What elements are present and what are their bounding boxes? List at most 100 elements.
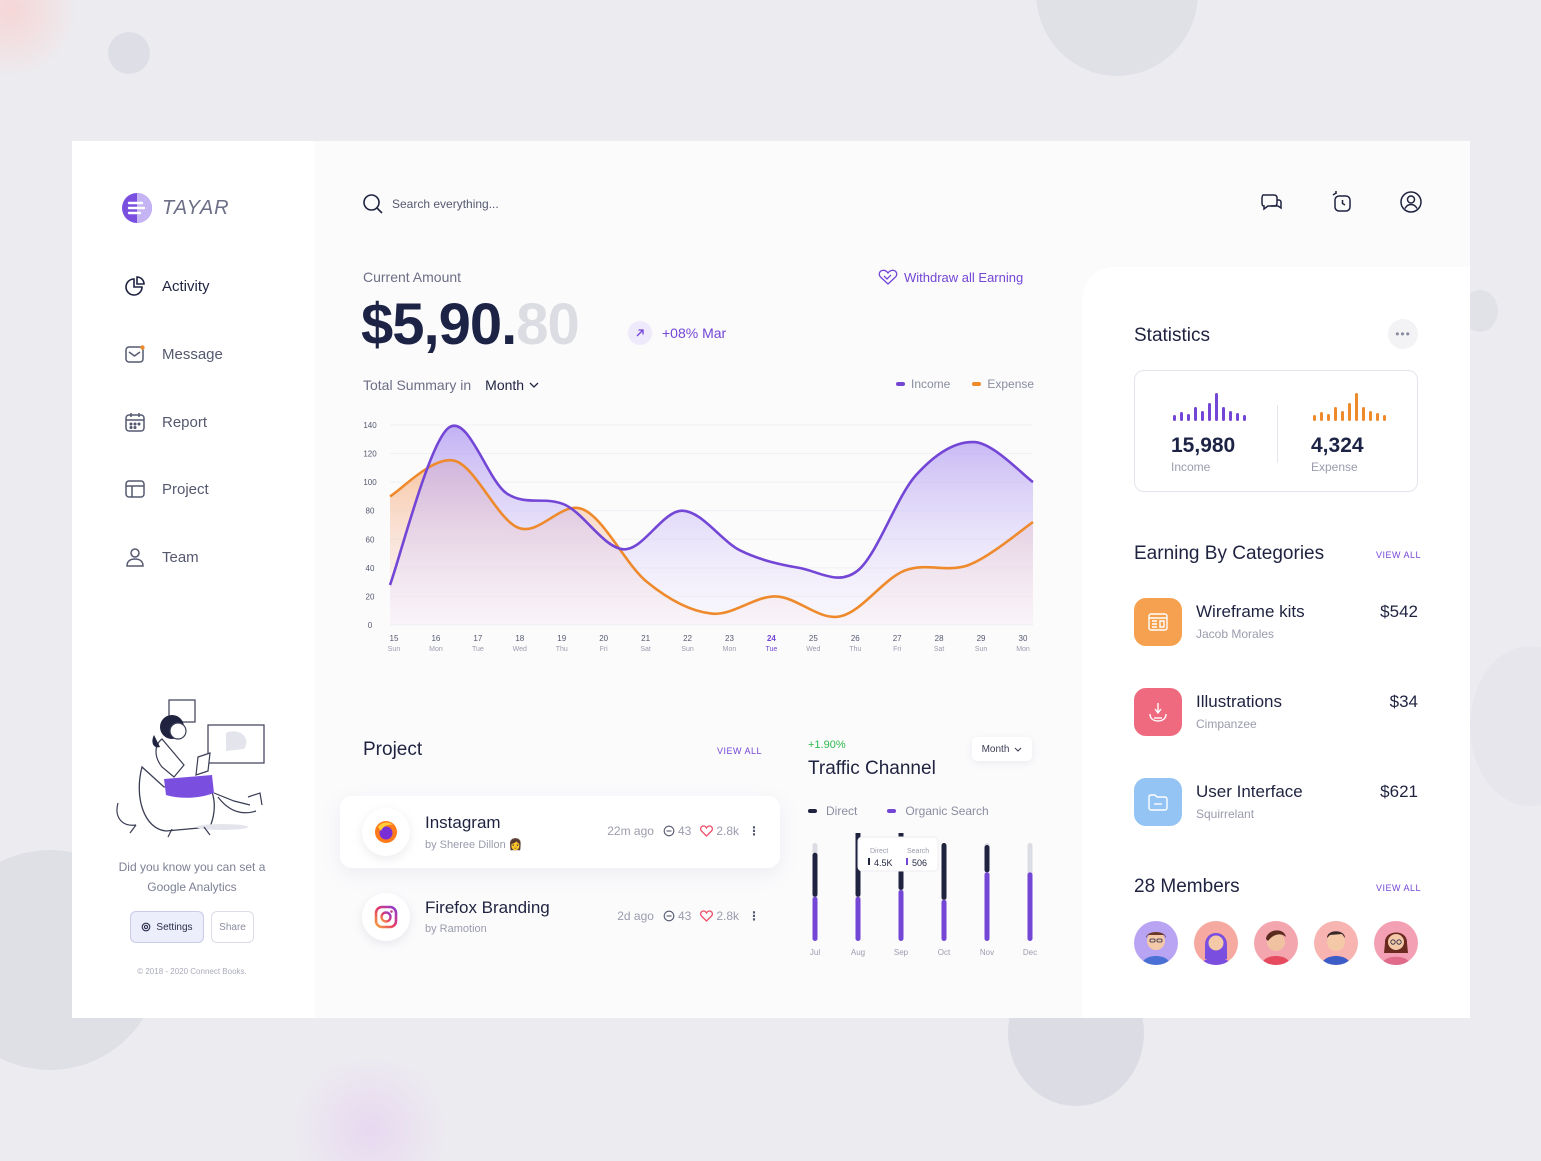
category-amount: $621 — [1380, 782, 1418, 801]
chat-button[interactable] — [1258, 189, 1284, 215]
project-meta: 2d ago 43 2.8k ⋮ — [617, 909, 760, 923]
message-icon — [124, 343, 146, 365]
more-options-button[interactable]: ••• — [1388, 319, 1418, 349]
x-tick-label: 25 — [809, 634, 818, 643]
bar-organic — [941, 899, 947, 941]
more-vertical-icon[interactable]: ⋮ — [748, 909, 760, 923]
project-row[interactable]: Instagram by Sheree Dillon 👩 22m ago 43 … — [340, 796, 780, 868]
income-area — [390, 425, 1033, 625]
nav-label: Report — [162, 413, 208, 431]
category-row[interactable]: Illustrations Cimpanzee $34 — [1134, 688, 1418, 738]
legend-expense: Expense — [972, 377, 1034, 391]
x-tick-sublabel: Tue — [472, 646, 484, 653]
tooltip-search-value: 506 — [912, 858, 927, 868]
summary-label: Total Summary in — [363, 377, 472, 393]
avatar[interactable] — [1194, 921, 1238, 965]
month-label: Jul — [810, 948, 820, 957]
category-row[interactable]: Wireframe kits Jacob Morales $542 — [1134, 598, 1418, 648]
avatar[interactable] — [1374, 921, 1418, 965]
nav-item-project[interactable]: Project — [124, 478, 209, 500]
bar-organic — [984, 872, 990, 941]
expense-mini-bars — [1313, 393, 1386, 421]
nav-label: Project — [162, 480, 209, 498]
withdraw-label: Withdraw all Earning — [904, 269, 1024, 285]
arrow-up-right-icon — [628, 321, 652, 345]
members-view-all-link[interactable]: VIEW ALL — [1376, 883, 1422, 893]
categories-title: Earning By Categories — [1134, 543, 1325, 564]
current-amount-value: $5,90.80 — [361, 291, 580, 358]
x-tick-sublabel: Sun — [388, 646, 401, 653]
more-horizontal-icon: ••• — [1395, 327, 1411, 341]
nav-item-report[interactable]: Report — [124, 411, 207, 433]
x-tick-label: 19 — [557, 634, 566, 643]
period-dropdown[interactable]: Month — [485, 377, 539, 393]
y-tick-label: 20 — [366, 592, 375, 601]
y-tick-label: 80 — [366, 507, 375, 516]
category-row[interactable]: User Interface Squirrelant $621 — [1134, 778, 1418, 828]
copyright: © 2018 - 2020 Connect Books. — [137, 967, 247, 976]
income-value: 15,980 — [1171, 434, 1236, 457]
sidebar: TAYAR Activity Message Report Project — [72, 141, 315, 1018]
x-tick-label: 21 — [641, 634, 650, 643]
profile-button[interactable] — [1398, 189, 1424, 215]
nav-item-team[interactable]: Team — [124, 546, 199, 568]
x-tick-label: 28 — [935, 634, 944, 643]
avatar[interactable] — [1314, 921, 1358, 965]
calendar-icon — [124, 411, 146, 433]
tip-actions: Settings Share — [130, 911, 254, 943]
x-tick-label: 16 — [431, 634, 440, 643]
project-likes[interactable]: 2.8k — [700, 909, 739, 923]
nav-item-activity[interactable]: Activity — [124, 275, 210, 297]
y-tick-label: 140 — [363, 421, 377, 430]
project-likes[interactable]: 2.8k — [700, 824, 739, 838]
search-icon — [363, 194, 383, 214]
statistics-card: 15,980 Income 4,324 Expense — [1134, 370, 1418, 492]
comment-icon — [663, 825, 675, 837]
amount-cents: 80 — [516, 292, 580, 357]
project-view-all-link[interactable]: VIEW ALL — [717, 746, 763, 756]
project-comments[interactable]: 43 — [663, 909, 691, 923]
right-panel: Statistics ••• 15,980 Income 4,324 Expen… — [1082, 267, 1470, 1018]
traffic-period-dropdown[interactable]: Month — [972, 737, 1032, 761]
x-tick-sublabel: Wed — [513, 646, 527, 653]
more-vertical-icon[interactable]: ⋮ — [748, 824, 760, 838]
project-icon — [124, 478, 146, 500]
members-avatars — [1134, 921, 1418, 965]
nav-label: Message — [162, 345, 223, 363]
avatar[interactable] — [1134, 921, 1178, 965]
mini-bar — [1243, 415, 1246, 421]
mini-bar — [1327, 414, 1330, 421]
legend-direct: Direct — [808, 804, 857, 818]
x-tick-sublabel: Mon — [723, 646, 737, 653]
logo[interactable]: TAYAR — [120, 191, 230, 225]
mini-bar — [1229, 411, 1232, 421]
project-author: by Sheree Dillon 👩 — [425, 839, 523, 851]
expense-value: 4,324 — [1311, 434, 1364, 457]
summary-selector: Total Summary in Month — [363, 377, 539, 393]
project-name: Firefox Branding — [425, 898, 550, 917]
project-row[interactable]: Firefox Branding by Ramotion 2d ago 43 2… — [340, 881, 780, 953]
mini-bar — [1222, 407, 1225, 421]
brand-name: TAYAR — [162, 196, 230, 219]
income-line — [388, 424, 1034, 586]
chart-legend: Income Expense — [896, 377, 1034, 391]
x-tick-sublabel: Fri — [600, 646, 609, 653]
share-button[interactable]: Share — [211, 911, 254, 943]
illustration-woman-laptop — [116, 699, 265, 838]
tooltip-direct-value: 4.5K — [874, 858, 893, 868]
nav-item-message[interactable]: Message — [124, 343, 223, 365]
mini-bar — [1187, 414, 1190, 421]
bar-organic — [898, 890, 904, 941]
category-author: Squirrelant — [1196, 807, 1255, 821]
project-comments[interactable]: 43 — [663, 824, 691, 838]
avatar[interactable] — [1254, 921, 1298, 965]
settings-button[interactable]: Settings — [130, 911, 204, 943]
x-tick-label: 26 — [851, 634, 860, 643]
withdraw-link[interactable]: Withdraw all Earning — [878, 269, 1023, 285]
categories-view-all-link[interactable]: VIEW ALL — [1376, 550, 1422, 560]
timer-button[interactable] — [1329, 189, 1355, 215]
search-input[interactable] — [392, 197, 592, 211]
chat-icon — [1261, 194, 1282, 211]
bar-organic — [855, 896, 861, 941]
mini-bar — [1208, 403, 1211, 421]
